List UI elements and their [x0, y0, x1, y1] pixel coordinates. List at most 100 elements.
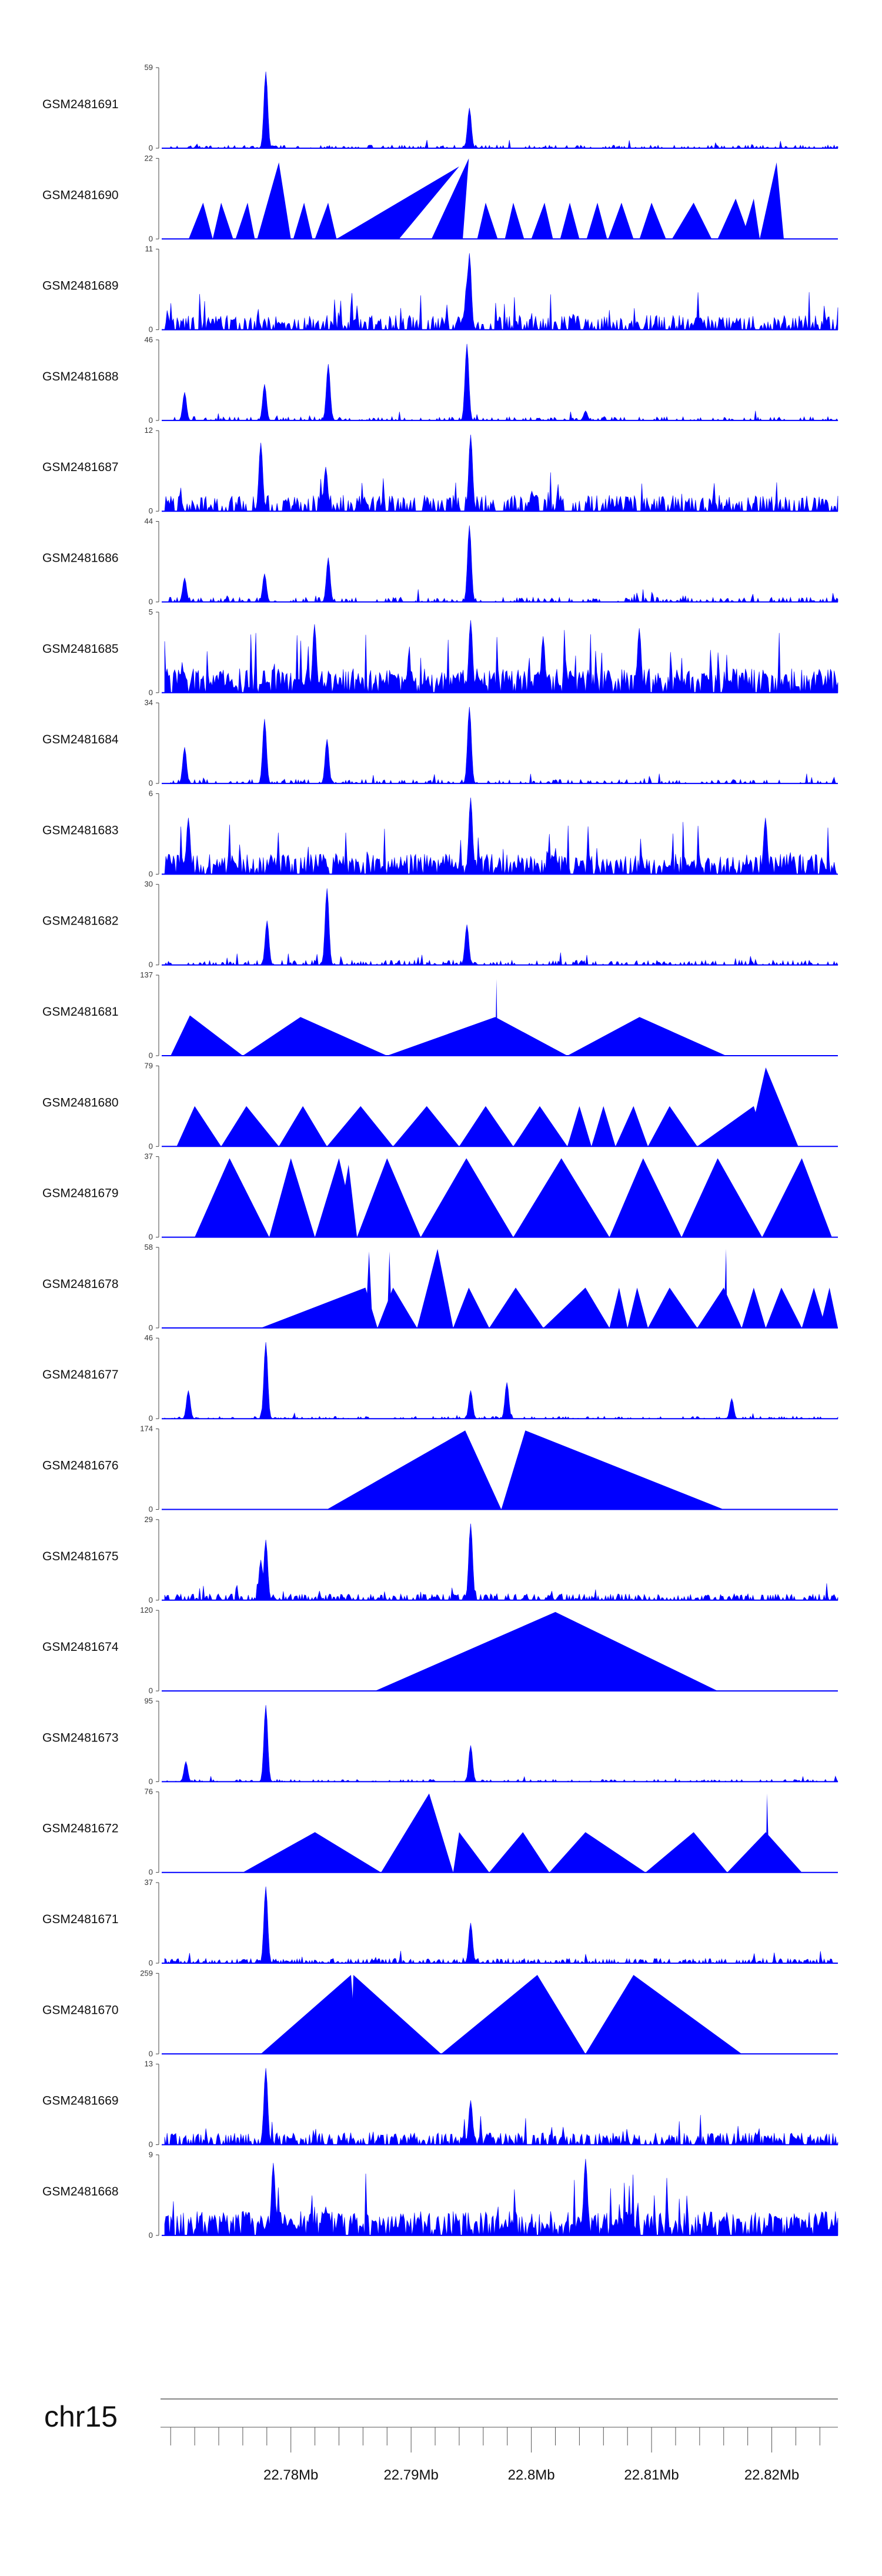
- sample-label: GSM2481683: [42, 823, 119, 837]
- track-GSM2481686: GSM2481686 44 0: [42, 517, 838, 606]
- track-GSM2481684: GSM2481684 34 0: [42, 698, 838, 788]
- coverage-triangle: [760, 162, 784, 239]
- coverage-area: [164, 798, 838, 875]
- coverage-triangle: [212, 202, 233, 239]
- coverage-triangle: [269, 1158, 315, 1237]
- track-GSM2481680: GSM2481680 79 0: [42, 1061, 838, 1150]
- coverage-area: [165, 1705, 838, 1783]
- y-max-label: 79: [145, 1061, 153, 1070]
- sample-label: GSM2481676: [42, 1459, 119, 1473]
- track-GSM2481669: GSM2481669 13 0: [42, 2060, 838, 2149]
- axis-tick-label: 22.82Mb: [744, 2467, 799, 2483]
- coverage-triangle: [717, 198, 750, 239]
- y-max-label: 13: [145, 2060, 153, 2068]
- y-zero-label: 0: [149, 1777, 153, 1786]
- coverage-triangle: [171, 1015, 243, 1056]
- coverage-area: [164, 1886, 838, 1964]
- y-zero-label: 0: [149, 960, 153, 969]
- coverage-triangle: [489, 1287, 544, 1328]
- coverage-triangle: [609, 1158, 682, 1237]
- coverage-triangle: [513, 1158, 610, 1237]
- coverage-triangle: [293, 202, 313, 239]
- coverage-triangle: [431, 158, 469, 239]
- track-GSM2481675: GSM2481675 29 0: [42, 1515, 838, 1604]
- y-zero-label: 0: [149, 1142, 153, 1150]
- chromosome-label: chr15: [44, 2400, 118, 2433]
- y-zero-label: 0: [149, 325, 153, 334]
- y-zero-label: 0: [149, 234, 153, 243]
- y-max-label: 76: [145, 1787, 153, 1796]
- y-zero-label: 0: [149, 1958, 153, 1967]
- coverage-triangle: [723, 1249, 727, 1328]
- track-GSM2481679: GSM2481679 37 0: [42, 1152, 838, 1242]
- y-max-label: 259: [140, 1968, 153, 1977]
- coverage-area: [164, 2068, 838, 2145]
- sample-label: GSM2481690: [42, 188, 119, 202]
- sample-label: GSM2481689: [42, 279, 119, 293]
- coverage-triangle: [242, 1017, 387, 1056]
- y-zero-label: 0: [149, 2231, 153, 2240]
- coverage-triangle: [377, 1287, 417, 1328]
- coverage-triangle: [561, 1189, 565, 1237]
- coverage-triangle: [260, 1975, 358, 2054]
- coverage-triangle: [453, 1832, 490, 1873]
- coverage-triangle: [567, 1106, 592, 1147]
- coverage-triangle: [501, 1430, 724, 1510]
- y-max-label: 29: [145, 1515, 153, 1524]
- y-max-label: 37: [145, 1152, 153, 1161]
- coverage-triangle: [459, 1106, 513, 1147]
- sample-label: GSM2481675: [42, 1550, 119, 1563]
- coverage-area: [165, 71, 838, 149]
- sample-label: GSM2481670: [42, 2003, 119, 2017]
- y-max-label: 22: [145, 154, 153, 162]
- track-GSM2481672: GSM2481672 76 0: [42, 1787, 838, 1877]
- coverage-triangle: [365, 1251, 373, 1328]
- sample-label: GSM2481680: [42, 1096, 119, 1109]
- sample-label: GSM2481678: [42, 1277, 119, 1291]
- sample-label: GSM2481677: [42, 1368, 119, 1382]
- y-zero-label: 0: [149, 416, 153, 425]
- y-zero-label: 0: [149, 1596, 153, 1604]
- y-zero-label: 0: [149, 1051, 153, 1060]
- coverage-triangle: [279, 1106, 328, 1147]
- coverage-triangle: [477, 202, 498, 239]
- sample-label: GSM2481668: [42, 2185, 119, 2198]
- coverage-triangle: [671, 202, 712, 239]
- coverage-triangle: [586, 202, 607, 239]
- track-GSM2481676: GSM2481676 174 0: [42, 1424, 838, 1514]
- coverage-triangle: [242, 1832, 382, 1873]
- coverage-area: [164, 435, 838, 512]
- sample-label: GSM2481687: [42, 461, 119, 474]
- coverage-triangle: [315, 202, 337, 239]
- coverage-triangle: [762, 1158, 832, 1237]
- coverage-triangle: [591, 1106, 616, 1147]
- coverage-triangle: [357, 1158, 421, 1237]
- sample-label: GSM2481672: [42, 1822, 119, 1836]
- y-max-label: 174: [140, 1424, 153, 1433]
- coverage-area: [164, 620, 838, 693]
- coverage-triangle: [350, 1975, 442, 2054]
- coverage-triangle: [441, 1975, 586, 2054]
- coverage-triangle: [615, 1106, 648, 1147]
- coverage-triangle: [381, 1793, 453, 1873]
- track-GSM2481690: GSM2481690 22 0: [42, 154, 838, 243]
- coverage-triangle: [560, 202, 580, 239]
- coverage-triangle: [505, 202, 524, 239]
- y-zero-label: 0: [149, 869, 153, 878]
- coverage-triangle: [543, 1287, 610, 1328]
- coverage-area: [165, 343, 838, 421]
- y-zero-label: 0: [149, 688, 153, 697]
- coverage-triangle: [495, 979, 498, 1056]
- coverage-triangle: [801, 1287, 826, 1328]
- sample-label: GSM2481684: [42, 733, 119, 746]
- y-max-label: 44: [145, 517, 153, 526]
- coverage-triangle: [608, 202, 634, 239]
- coverage-triangle: [257, 162, 291, 239]
- coverage-triangle: [336, 166, 459, 239]
- y-max-label: 95: [145, 1696, 153, 1705]
- y-max-label: 34: [145, 698, 153, 707]
- coverage-area: [165, 706, 838, 785]
- coverage-area: [164, 888, 838, 966]
- y-zero-label: 0: [149, 598, 153, 606]
- coverage-triangle: [609, 1287, 628, 1328]
